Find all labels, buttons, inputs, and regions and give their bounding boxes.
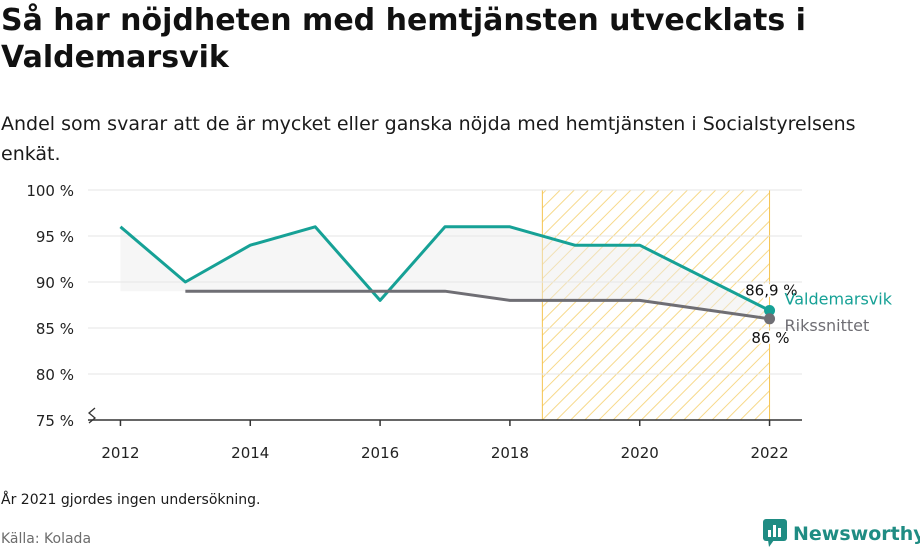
y-tick-label: 95 % [36,228,74,246]
y-tick-label: 100 % [26,182,74,200]
series-gap-area [120,226,770,319]
footnote: År 2021 gjordes ingen undersökning. [1,492,261,508]
highlight-period [542,190,770,420]
series-line-rikssnittet [185,289,770,321]
axis-break-mark [87,407,97,424]
end-value-label-rikssnittet: 86 % [751,329,789,347]
chart-subtitle: Andel som svarar att de är mycket eller … [1,113,856,165]
line-chart: 75 % 80 % 85 % 90 % 95 % 100 % 2012 2014 2016 201… [26,182,893,462]
chart-title: Så har nöjdheten med hemtjänsten utveckl… [1,3,806,75]
series-name-label: Rikssnittet [785,316,870,335]
x-tick-label: 2016 [361,444,399,462]
y-tick-label: 90 % [36,274,74,292]
x-tick-label: 2014 [231,444,269,462]
source-credit: Källa: Kolada [1,531,92,547]
newsworthy-logo-icon [763,519,787,547]
y-tick-label: 75 % [36,412,74,430]
x-tick-label: 2020 [621,444,659,462]
y-tick-label: 80 % [36,366,74,384]
newsworthy-logo[interactable]: Newsworthy [763,519,920,549]
x-tick-label: 2022 [750,444,788,462]
series-endpoint-rikssnittet [764,313,776,325]
end-value-label-valdemarsvik: 86,9 % [745,282,797,300]
x-tick-label: 2018 [491,444,529,462]
series-line-valdemarsvik [119,225,771,312]
brand-name: Newsworthy [793,523,920,545]
y-tick-label: 85 % [36,320,74,338]
series-name-label: Valdemarsvik [785,290,893,309]
x-tick-label: 2012 [101,444,139,462]
series-endpoint-valdemarsvik [764,305,776,317]
